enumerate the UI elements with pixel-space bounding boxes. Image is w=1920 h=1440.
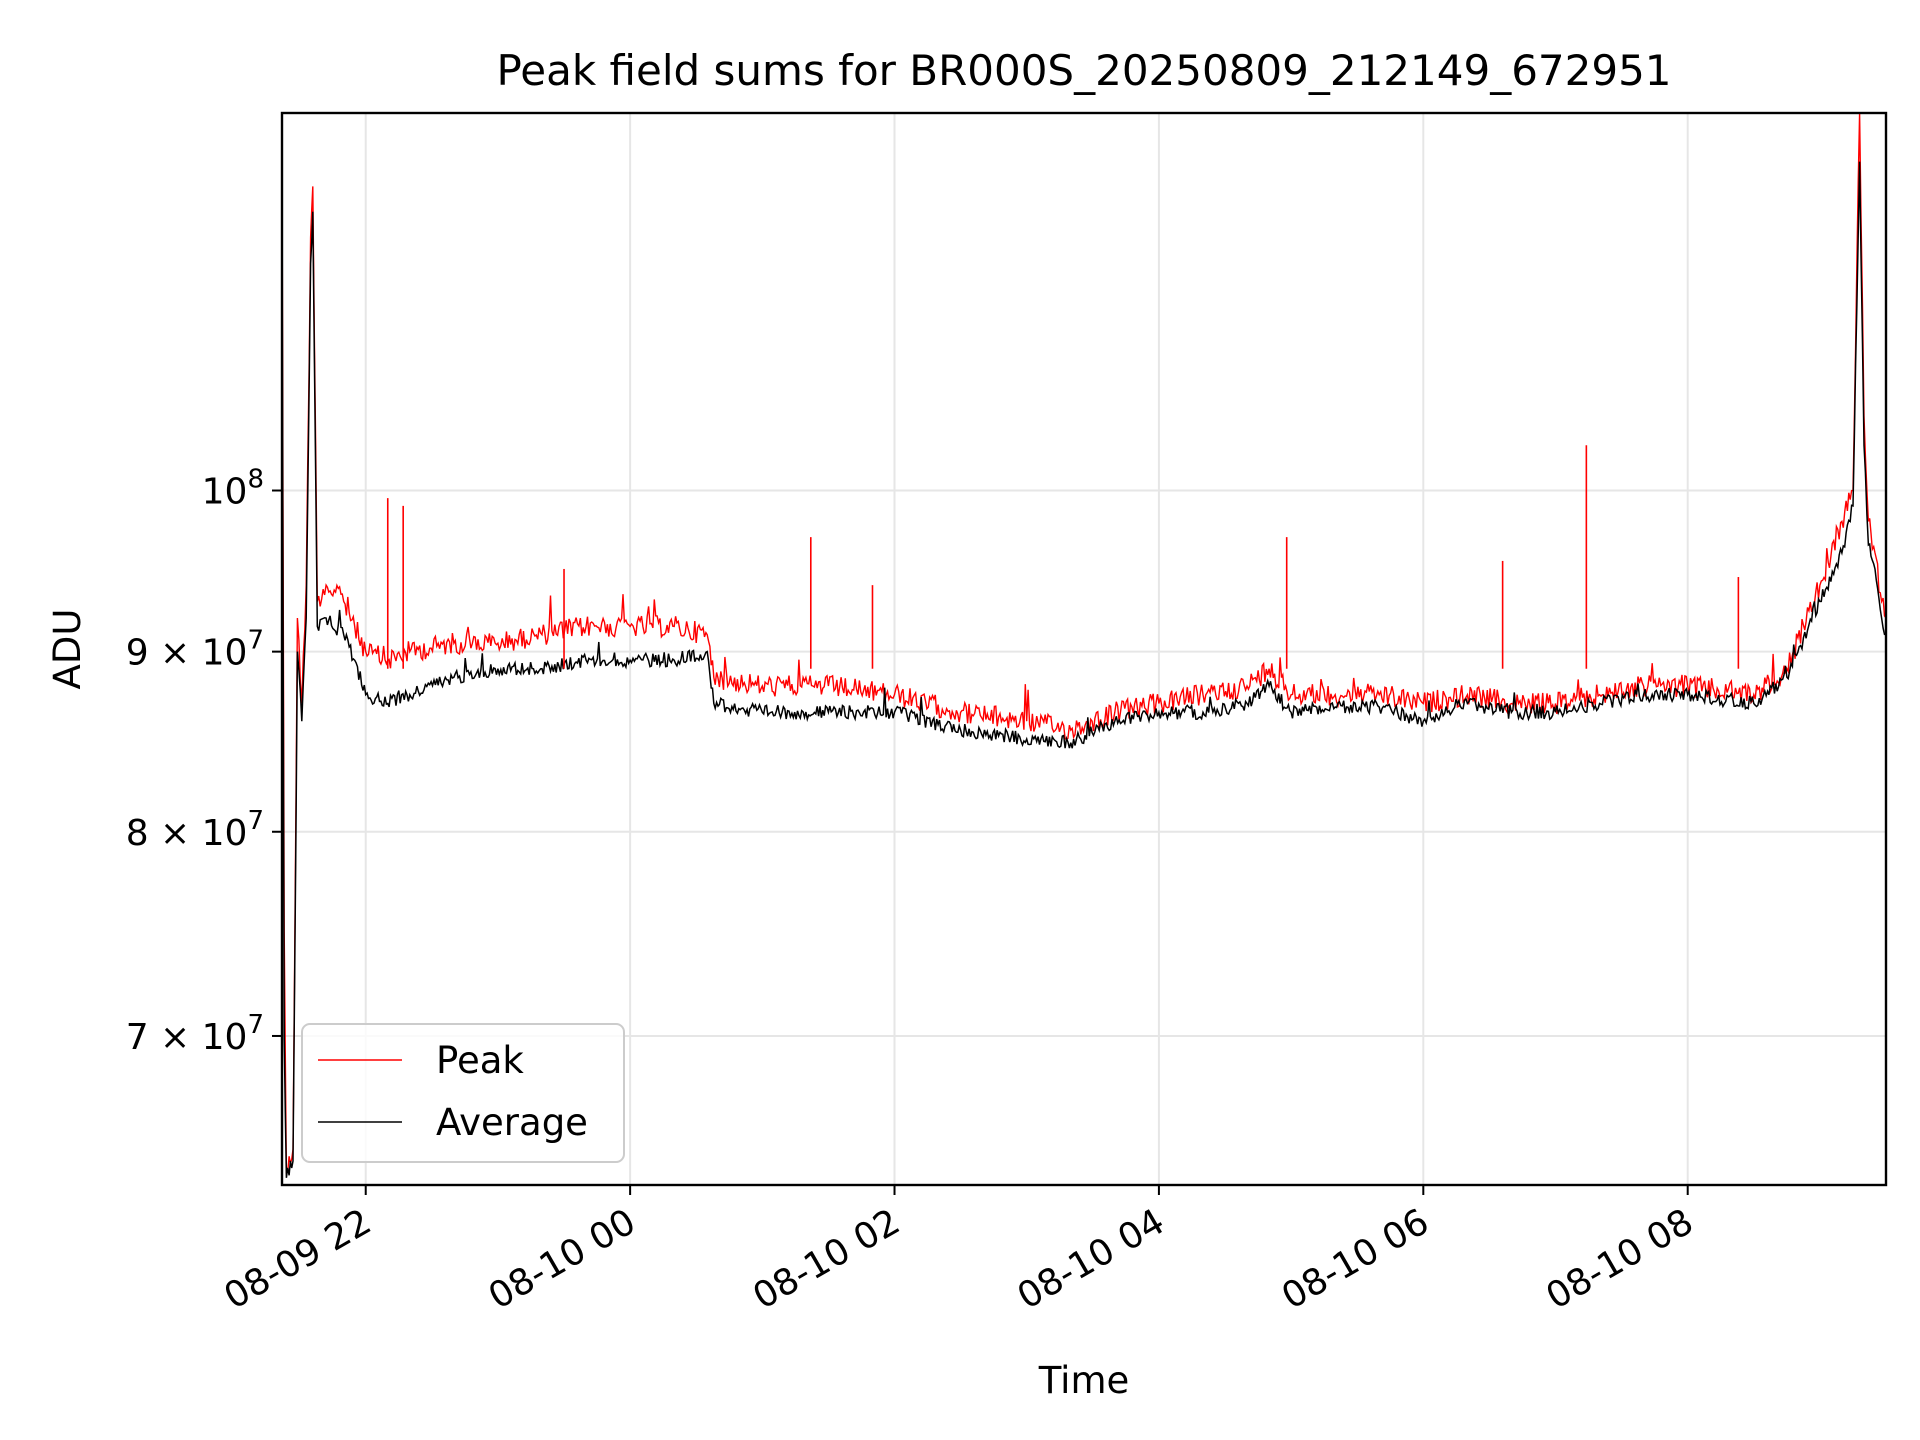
plot-frame <box>280 111 1888 1187</box>
series-line-average <box>282 161 1886 1178</box>
grid <box>282 113 1886 1185</box>
legend: Peak Average <box>301 1023 625 1163</box>
y-tick-label: 7 × 107 <box>126 1010 264 1058</box>
y-tick-label: 8 × 107 <box>126 806 264 854</box>
legend-label-peak: Peak <box>436 1039 524 1082</box>
series-line-peak <box>282 113 1886 1175</box>
y-axis-title: ADU <box>46 609 89 690</box>
legend-box <box>301 1023 625 1163</box>
plot-area <box>282 113 1886 1178</box>
legend-label-average: Average <box>436 1101 588 1144</box>
x-axis-title: Time <box>1038 1359 1130 1402</box>
y-axis-ticks: 7 × 107 8 × 107 9 × 107 108 <box>126 465 282 1058</box>
y-tick-label: 108 <box>202 465 264 513</box>
chart-title: Peak field sums for BR000S_20250809_2121… <box>496 46 1671 95</box>
y-tick-label: 9 × 107 <box>126 626 264 674</box>
